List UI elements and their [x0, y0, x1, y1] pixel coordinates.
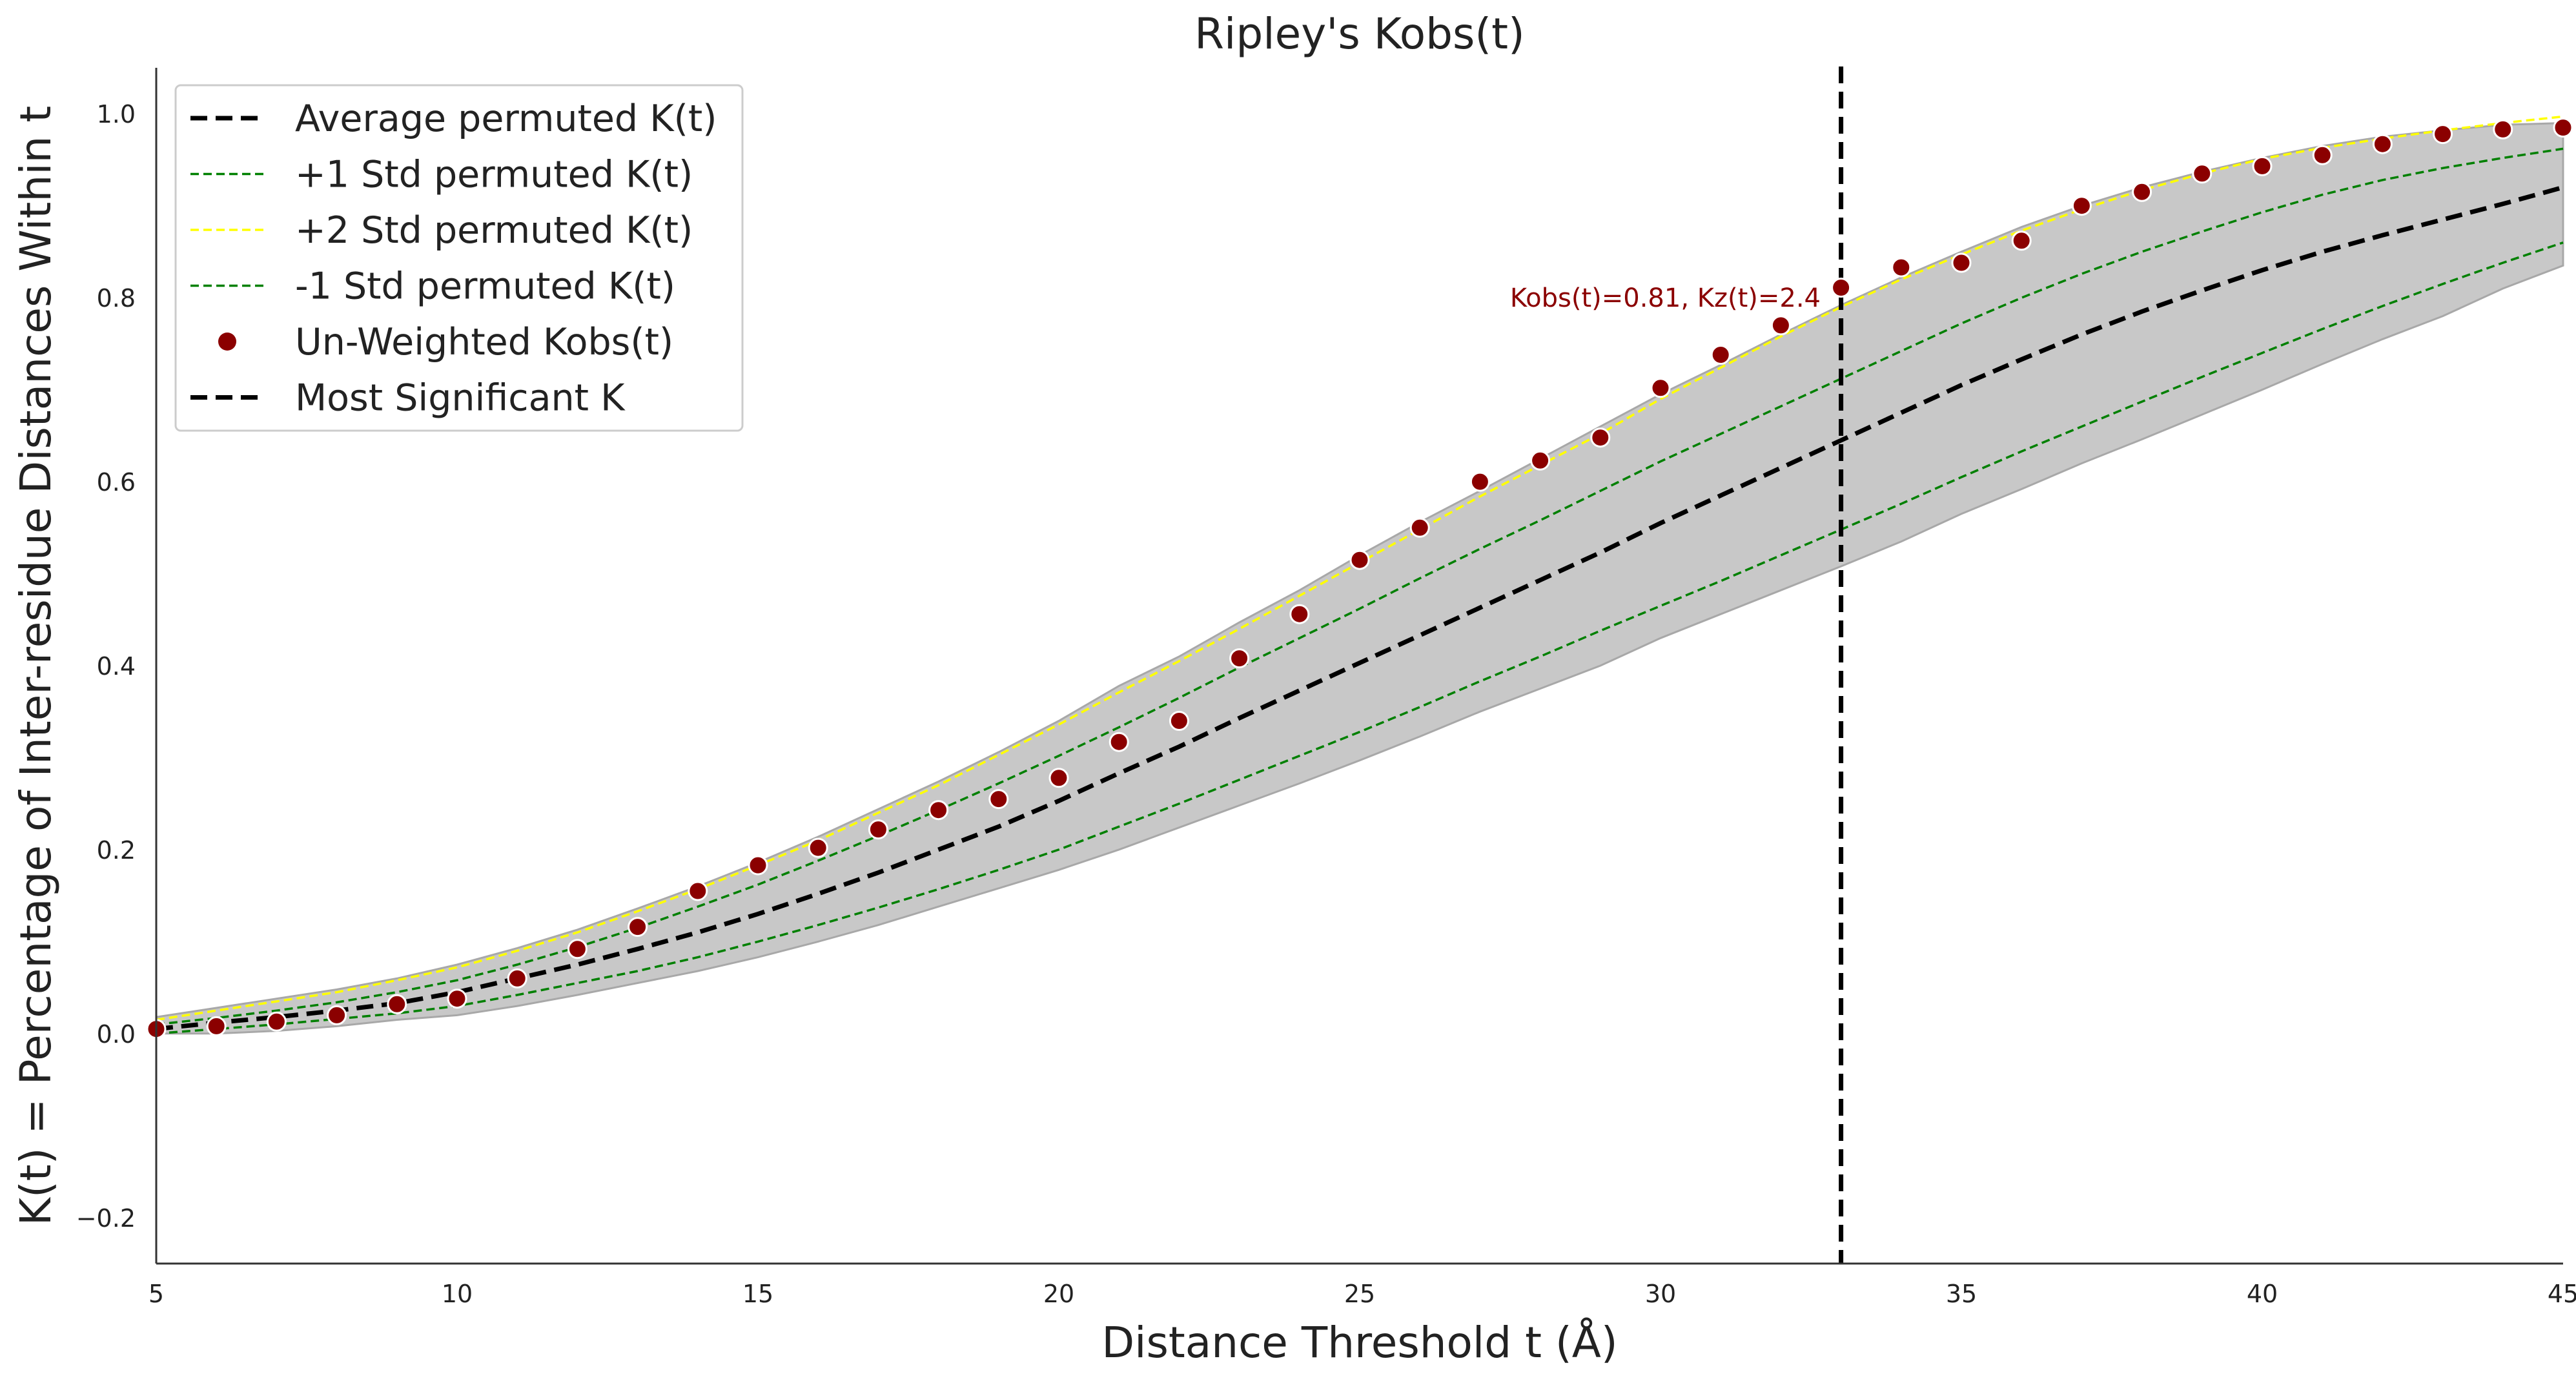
- y-tick-label: 0.4: [97, 652, 136, 681]
- kobs-point: [1770, 315, 1791, 336]
- legend-label: Average permuted K(t): [295, 97, 717, 140]
- kobs-point: [928, 800, 949, 821]
- kobs-point: [2433, 124, 2453, 145]
- y-tick-label: −0.2: [76, 1204, 136, 1233]
- chart-title: Ripley's Kobs(t): [1194, 9, 1525, 59]
- kobs-point: [567, 939, 588, 959]
- y-tick-label: 0.0: [97, 1020, 136, 1049]
- legend-label: Most Significant K: [295, 377, 626, 420]
- x-tick-label: 30: [1645, 1280, 1676, 1308]
- legend-item: -1 Std permuted K(t): [190, 265, 675, 308]
- kobs-point: [1650, 378, 1671, 398]
- kobs-point: [748, 855, 768, 876]
- legend-frame: [174, 84, 744, 432]
- kobs-point: [1289, 604, 1310, 624]
- series-line-1-std-permuted-k-t: [156, 147, 2564, 1026]
- kobs-point: [1109, 732, 1129, 752]
- kobs-point: [1530, 450, 1551, 471]
- kobs-points-layer: [146, 118, 2573, 1040]
- std-band-area: [155, 121, 2564, 1035]
- legend-label: Un-Weighted Kobs(t): [295, 321, 673, 364]
- x-tick-label: 25: [1344, 1280, 1375, 1308]
- x-axis-label: Distance Threshold t (Å): [1101, 1318, 1617, 1368]
- kobs-point: [1891, 257, 1912, 278]
- kobs-point: [2071, 196, 2092, 216]
- kobs-point: [1349, 549, 1370, 570]
- x-tick-labels: 5 10 15 20 25 30 35 40 45: [148, 1280, 2576, 1308]
- legend-marker: [218, 333, 236, 351]
- kobs-point: [628, 917, 648, 937]
- std-band-layer: [155, 121, 2564, 1035]
- kobs-point: [688, 881, 708, 901]
- x-tick-label: 10: [442, 1280, 473, 1308]
- kobs-point: [868, 819, 888, 840]
- y-tick-label: 0.8: [97, 284, 136, 312]
- legend-item: Un-Weighted Kobs(t): [218, 321, 673, 364]
- kobs-point: [1469, 471, 1490, 492]
- legend-item: Most Significant K: [190, 377, 626, 420]
- kobs-point: [1048, 768, 1069, 788]
- kobs-point: [2132, 181, 2152, 202]
- legend: Average permuted K(t) +1 Std permuted K(t…: [174, 84, 744, 432]
- kobs-point: [447, 989, 467, 1009]
- x-tick-label: 35: [1946, 1280, 1977, 1308]
- legend-item: Average permuted K(t): [190, 97, 717, 140]
- axes-layer: [155, 68, 2563, 1265]
- legend-label: +1 Std permuted K(t): [295, 154, 693, 196]
- kobs-point: [1590, 427, 1611, 448]
- y-axis-label: K(t) = Percentage of Inter-residue Dista…: [11, 106, 61, 1225]
- y-tick-label: 0.2: [97, 836, 136, 865]
- kobs-point: [1951, 252, 1972, 273]
- x-tick-label: 40: [2247, 1280, 2278, 1308]
- kobs-point: [1710, 345, 1731, 365]
- annotation-label: Kobs(t)=0.81, Kz(t)=2.4: [1510, 283, 1821, 313]
- kobs-point: [2493, 119, 2513, 139]
- y-tick-label: 1.0: [97, 100, 136, 128]
- series-line-1-std-permuted-k-t: [156, 241, 2564, 1035]
- y-tick-labels: −0.2 0.0 0.2 0.4 0.6 0.8 1.0: [76, 100, 136, 1233]
- x-tick-label: 5: [148, 1280, 164, 1308]
- kobs-point: [327, 1005, 347, 1025]
- kobs-point: [507, 968, 527, 989]
- legend-label: -1 Std permuted K(t): [295, 265, 675, 308]
- x-tick-label: 15: [742, 1280, 773, 1308]
- kobs-point: [206, 1016, 227, 1036]
- kobs-point: [2192, 163, 2213, 184]
- series-line-average-permuted-k-t: [156, 185, 2564, 1032]
- kobs-point: [2312, 145, 2333, 165]
- legend-label: +2 Std permuted K(t): [295, 209, 693, 252]
- x-tick-label: 20: [1043, 1280, 1074, 1308]
- x-tick-label: 45: [2548, 1280, 2576, 1308]
- kobs-point: [1831, 278, 1852, 298]
- kobs-point: [1169, 711, 1189, 731]
- legend-item: +2 Std permuted K(t): [190, 209, 693, 252]
- kobs-point: [1409, 517, 1430, 538]
- kobs-point: [387, 994, 407, 1014]
- kobs-point: [2372, 134, 2393, 154]
- legend-item: +1 Std permuted K(t): [190, 154, 693, 196]
- kobs-point: [2553, 118, 2573, 138]
- kobs-point: [266, 1011, 287, 1032]
- kobs-point: [2252, 156, 2273, 176]
- kobs-point: [2011, 230, 2032, 251]
- y-tick-label: 0.6: [97, 468, 136, 497]
- kobs-point: [1229, 648, 1250, 669]
- kobs-point: [988, 789, 1009, 810]
- kobs-point: [808, 837, 828, 858]
